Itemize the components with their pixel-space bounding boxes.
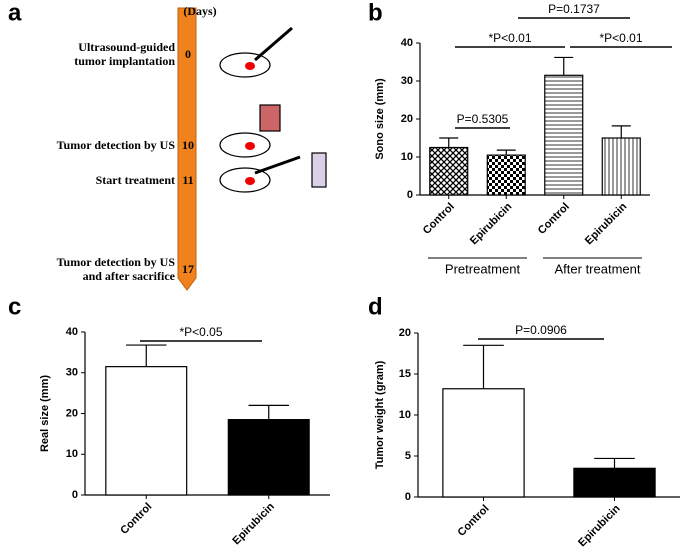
- panel-label: a: [8, 0, 22, 26]
- x-tick-label: Epirubicin: [230, 500, 277, 547]
- event-day: 10: [182, 138, 194, 152]
- significance-label: P=0.1737: [548, 2, 600, 16]
- y-tick-label: 0: [407, 189, 413, 201]
- y-tick-label: 5: [405, 450, 411, 462]
- y-tick-label: 20: [399, 327, 411, 339]
- significance-label: *P<0.01: [599, 31, 642, 45]
- timeline-header: (Days): [183, 4, 216, 18]
- x-tick-label: Epirubicin: [576, 502, 623, 549]
- y-tick-label: 15: [399, 368, 411, 380]
- y-tick-label: 40: [401, 37, 413, 49]
- y-tick-label: 30: [401, 75, 413, 87]
- event-label: Ultrasound-guided: [78, 40, 175, 54]
- bar: [442, 388, 525, 498]
- bar: [105, 366, 188, 496]
- significance-label: *P<0.01: [488, 31, 531, 45]
- event-day: 0: [185, 47, 191, 61]
- event-label: Tumor detection by US: [57, 255, 176, 269]
- y-tick-label: 10: [399, 409, 411, 421]
- y-axis-label: Sono size (mm): [374, 78, 386, 160]
- timeline-bar: [177, 7, 197, 291]
- significance-label: P=0.5305: [457, 112, 509, 126]
- y-tick-label: 10: [401, 151, 413, 163]
- event-label: tumor implantation: [74, 54, 175, 68]
- y-tick-label: 20: [401, 113, 413, 125]
- event-label: and after sacrifice: [83, 269, 176, 283]
- x-tick-label: Epirubicin: [583, 200, 630, 247]
- x-tick-label: Control: [456, 503, 492, 539]
- y-axis-label: Real size (mm): [39, 375, 51, 452]
- event-day: 17: [182, 262, 194, 276]
- panel-label: d: [368, 293, 383, 320]
- y-tick-label: 0: [72, 489, 78, 501]
- bar: [544, 74, 584, 196]
- bar: [227, 419, 310, 496]
- y-tick-label: 10: [66, 448, 78, 460]
- group-label: Pretreatment: [445, 261, 521, 276]
- bar: [486, 154, 526, 196]
- y-tick-label: 0: [405, 491, 411, 503]
- panel-label: c: [8, 293, 21, 320]
- panel-label: b: [368, 0, 383, 26]
- significance-label: P=0.0906: [515, 323, 567, 337]
- x-tick-label: Epirubicin: [468, 200, 515, 247]
- event-day: 11: [182, 173, 193, 187]
- group-label: After treatment: [555, 261, 641, 276]
- x-tick-label: Control: [421, 201, 457, 237]
- event-label: Start treatment: [96, 173, 175, 187]
- x-tick-label: Control: [536, 201, 572, 237]
- event-label: Tumor detection by US: [57, 138, 176, 152]
- y-axis-label: Tumor weight (gram): [374, 360, 386, 469]
- y-tick-label: 30: [66, 367, 78, 379]
- x-tick-label: Control: [118, 501, 154, 537]
- y-tick-label: 40: [66, 326, 78, 338]
- significance-label: *P<0.05: [179, 325, 222, 339]
- mouse-icons: [219, 26, 327, 193]
- bar: [573, 467, 656, 498]
- bar: [601, 137, 641, 196]
- bar: [429, 146, 469, 196]
- y-tick-label: 20: [66, 407, 78, 419]
